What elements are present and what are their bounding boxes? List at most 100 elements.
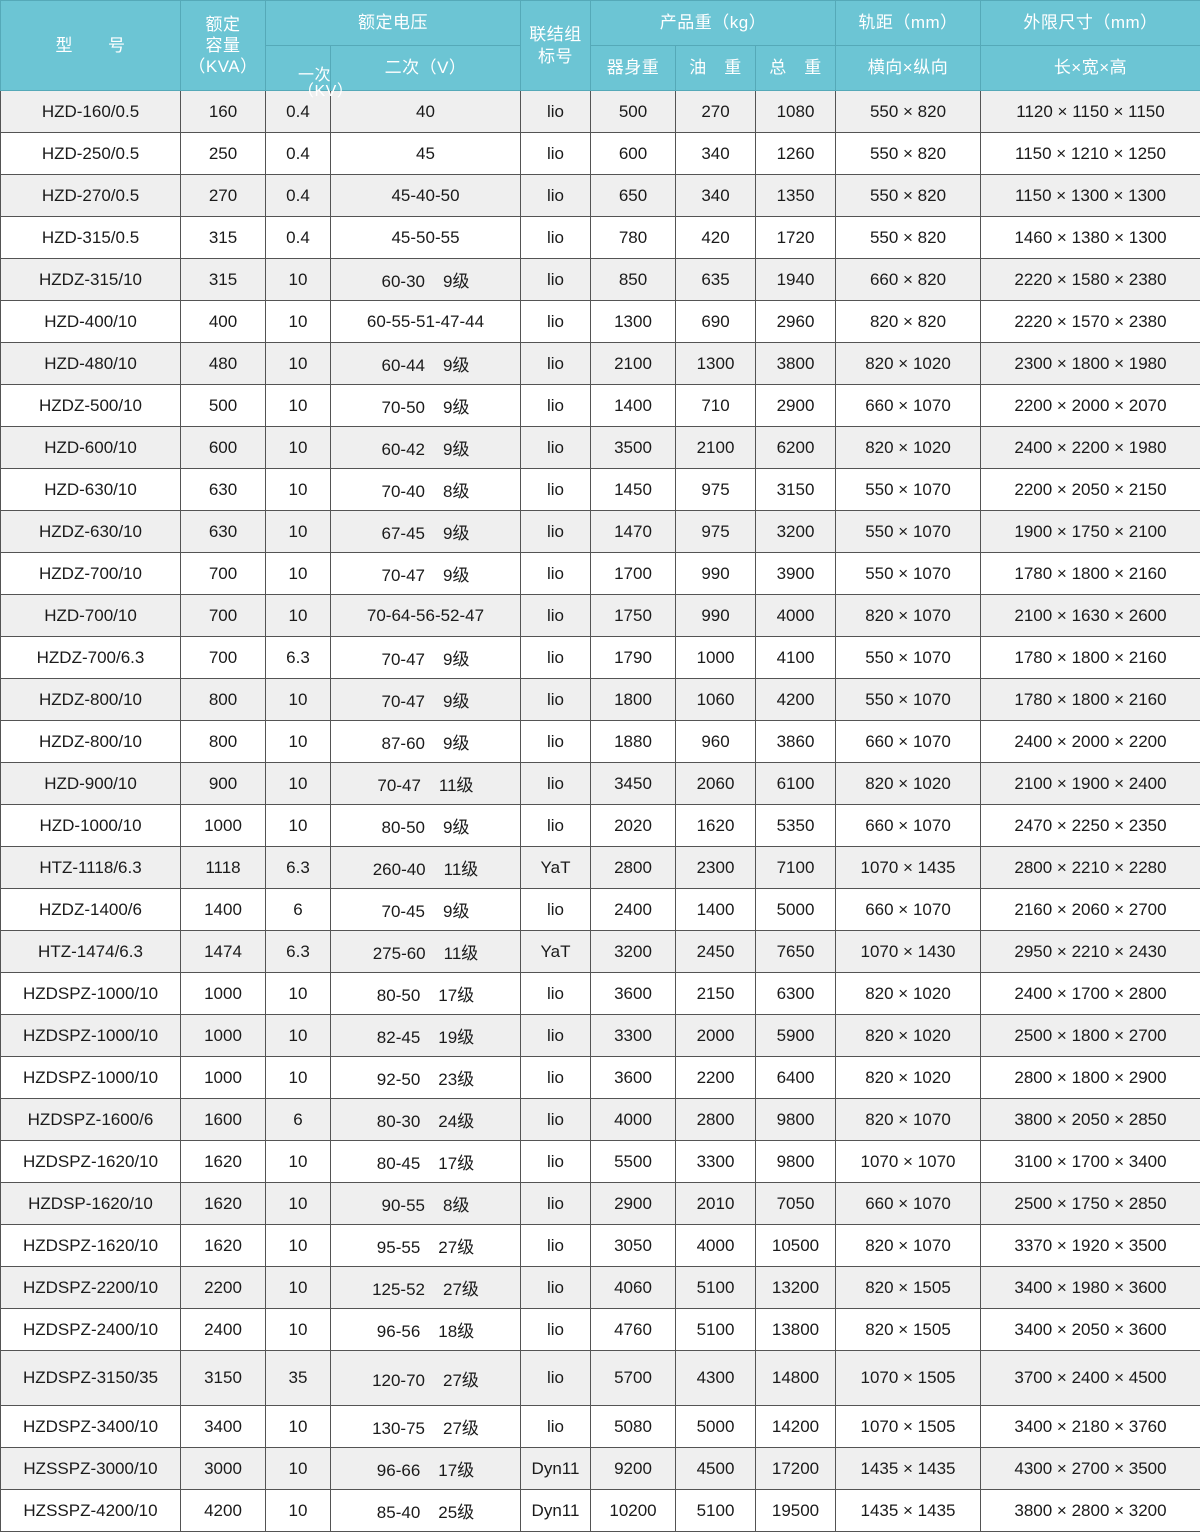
cell-body-weight: 1790: [591, 637, 676, 679]
cell-connection: YaT: [521, 847, 591, 889]
secondary-grade: 27级: [438, 1238, 474, 1257]
cell-model: HZDSPZ-1000/10: [1, 973, 181, 1015]
cell-connection: lio: [521, 1309, 591, 1351]
header-product-weight-group: 产品重（kg）: [591, 1, 836, 46]
cell-capacity: 270: [181, 175, 266, 217]
secondary-grade: 11级: [444, 860, 479, 879]
cell-capacity: 1620: [181, 1225, 266, 1267]
cell-capacity: 1400: [181, 889, 266, 931]
cell-oil-weight: 1620: [676, 805, 756, 847]
secondary-grade: 27级: [443, 1280, 479, 1299]
cell-oil-weight: 2150: [676, 973, 756, 1015]
cell-oil-weight: 4300: [676, 1351, 756, 1406]
cell-dimension: 3100 × 1700 × 3400: [981, 1141, 1200, 1183]
cell-capacity: 700: [181, 595, 266, 637]
header-dimension-sub: 长×宽×高: [981, 46, 1200, 91]
secondary-grade: 25级: [438, 1503, 474, 1522]
cell-dimension: 2160 × 2060 × 2700: [981, 889, 1200, 931]
cell-connection: lio: [521, 343, 591, 385]
cell-primary: 0.4: [266, 133, 331, 175]
cell-dimension: 2300 × 1800 × 1980: [981, 343, 1200, 385]
cell-total-weight: 1350: [756, 175, 836, 217]
cell-dimension: 2500 × 1750 × 2850: [981, 1183, 1200, 1225]
cell-primary: 10: [266, 385, 331, 427]
cell-model: HZDSPZ-1620/10: [1, 1225, 181, 1267]
cell-track: 660 × 1070: [836, 385, 981, 427]
cell-track: 550 × 1070: [836, 553, 981, 595]
cell-oil-weight: 420: [676, 217, 756, 259]
cell-body-weight: 780: [591, 217, 676, 259]
cell-total-weight: 4000: [756, 595, 836, 637]
secondary-grade: 11级: [444, 944, 479, 963]
cell-capacity: 1620: [181, 1141, 266, 1183]
secondary-value: 70-40: [382, 482, 425, 501]
cell-connection: lio: [521, 721, 591, 763]
cell-dimension: 2800 × 1800 × 2900: [981, 1057, 1200, 1099]
cell-track: 820 × 820: [836, 301, 981, 343]
cell-capacity: 2400: [181, 1309, 266, 1351]
secondary-grade: 9级: [443, 734, 469, 753]
cell-track: 820 × 1020: [836, 973, 981, 1015]
cell-capacity: 500: [181, 385, 266, 427]
cell-model: HTZ-1474/6.3: [1, 931, 181, 973]
cell-capacity: 1474: [181, 931, 266, 973]
cell-oil-weight: 2010: [676, 1183, 756, 1225]
cell-body-weight: 9200: [591, 1448, 676, 1490]
cell-model: HZD-400/10: [1, 301, 181, 343]
cell-secondary: 45-50-55: [331, 217, 521, 259]
cell-model: HZDZ-700/6.3: [1, 637, 181, 679]
cell-model: HZSSPZ-3000/10: [1, 1448, 181, 1490]
cell-connection: lio: [521, 301, 591, 343]
secondary-grade: 17级: [438, 1154, 474, 1173]
cell-model: HZD-480/10: [1, 343, 181, 385]
header-capacity-line2: 容量: [206, 35, 241, 56]
cell-model: HZD-1000/10: [1, 805, 181, 847]
header-oil-weight: 油 重: [676, 46, 756, 91]
cell-dimension: 3400 × 2050 × 3600: [981, 1309, 1200, 1351]
cell-model: HZDSPZ-3150/35: [1, 1351, 181, 1406]
cell-model: HZD-700/10: [1, 595, 181, 637]
cell-total-weight: 9800: [756, 1141, 836, 1183]
header-dimension-group: 外限尺寸（mm）: [981, 1, 1200, 46]
cell-dimension: 2470 × 2250 × 2350: [981, 805, 1200, 847]
cell-body-weight: 850: [591, 259, 676, 301]
cell-secondary: 45-40-50: [331, 175, 521, 217]
cell-capacity: 250: [181, 133, 266, 175]
cell-primary: 10: [266, 1490, 331, 1532]
cell-connection: lio: [521, 763, 591, 805]
cell-dimension: 3400 × 2180 × 3760: [981, 1406, 1200, 1448]
secondary-grade: 9级: [443, 650, 469, 669]
secondary-value: 45-50-55: [391, 228, 459, 247]
cell-primary: 10: [266, 805, 331, 847]
cell-capacity: 1000: [181, 805, 266, 847]
cell-capacity: 315: [181, 217, 266, 259]
cell-total-weight: 19500: [756, 1490, 836, 1532]
secondary-value: 60-44: [382, 356, 425, 375]
cell-oil-weight: 5000: [676, 1406, 756, 1448]
cell-model: HZDSPZ-1000/10: [1, 1015, 181, 1057]
cell-total-weight: 14200: [756, 1406, 836, 1448]
cell-oil-weight: 4000: [676, 1225, 756, 1267]
